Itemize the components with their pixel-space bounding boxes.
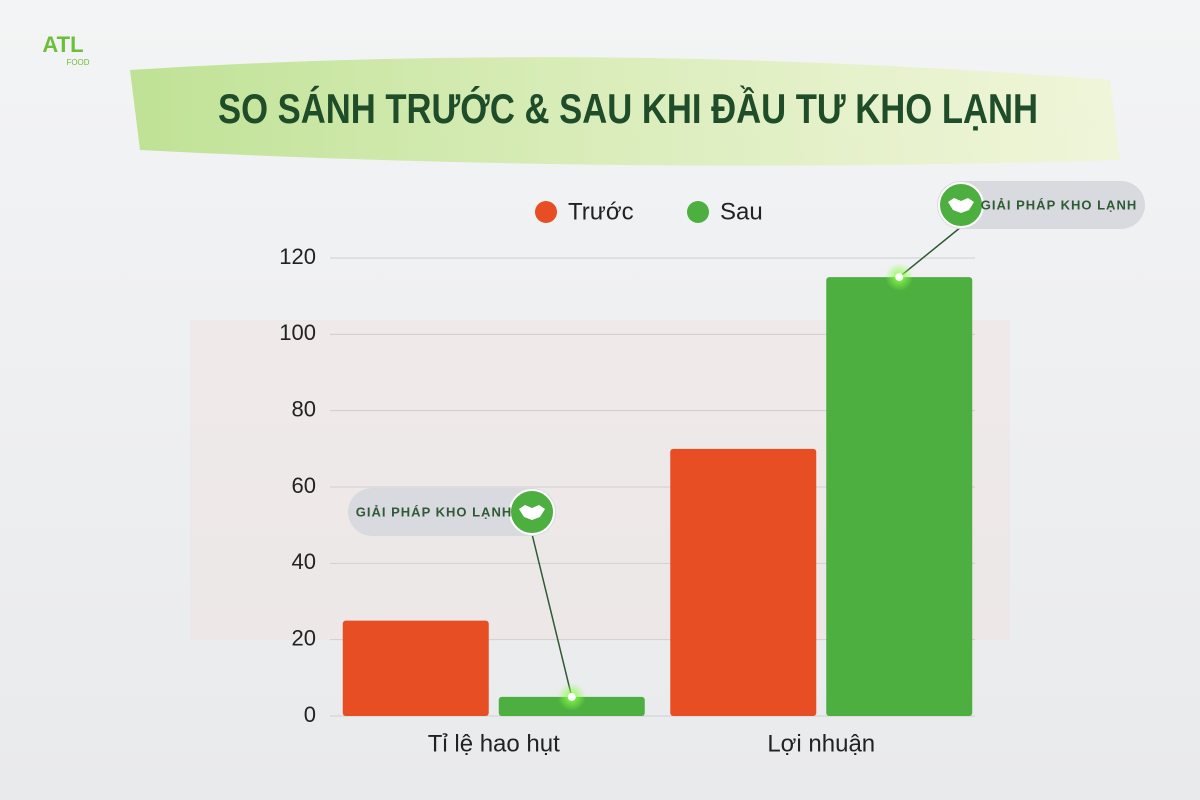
- y-tick-label: 40: [292, 549, 316, 574]
- annotation-box: [937, 181, 1145, 229]
- y-tick-label: 20: [292, 625, 316, 650]
- logo-sub: FOOD: [66, 58, 89, 67]
- y-tick-label: 0: [304, 702, 316, 727]
- y-tick-label: 120: [279, 244, 316, 269]
- y-tick-label: 100: [279, 320, 316, 345]
- annotation-text: GIẢI PHÁP KHO LẠNH: [356, 504, 512, 519]
- annotation-dot: [895, 273, 904, 282]
- x-tick-label: Lợi nhuận: [767, 730, 875, 757]
- bar: [342, 620, 489, 716]
- annotation-handshake: [519, 505, 545, 520]
- legend-label: Trước: [568, 198, 634, 225]
- logo: ATL: [42, 32, 83, 57]
- chart-title: SO SÁNH TRƯỚC & SAU KHI ĐẦU TƯ KHO LẠNH: [218, 84, 1038, 132]
- annotation-line: [531, 533, 573, 698]
- legend-marker: [687, 201, 709, 223]
- bar: [670, 448, 817, 716]
- annotation-box: [348, 488, 556, 536]
- legend-marker: [535, 201, 557, 223]
- bar: [826, 277, 973, 716]
- annotation-dot: [567, 692, 576, 701]
- title-brush: [130, 57, 1120, 166]
- x-tick-label: Tỉ lệ hao hụt: [428, 730, 560, 757]
- annotation-handshake: [948, 198, 974, 213]
- y-tick-label: 60: [292, 473, 316, 498]
- annotation-text: GIẢI PHÁP KHO LẠNH: [981, 197, 1137, 212]
- y-tick-label: 80: [292, 396, 316, 421]
- legend-label: Sau: [720, 198, 763, 225]
